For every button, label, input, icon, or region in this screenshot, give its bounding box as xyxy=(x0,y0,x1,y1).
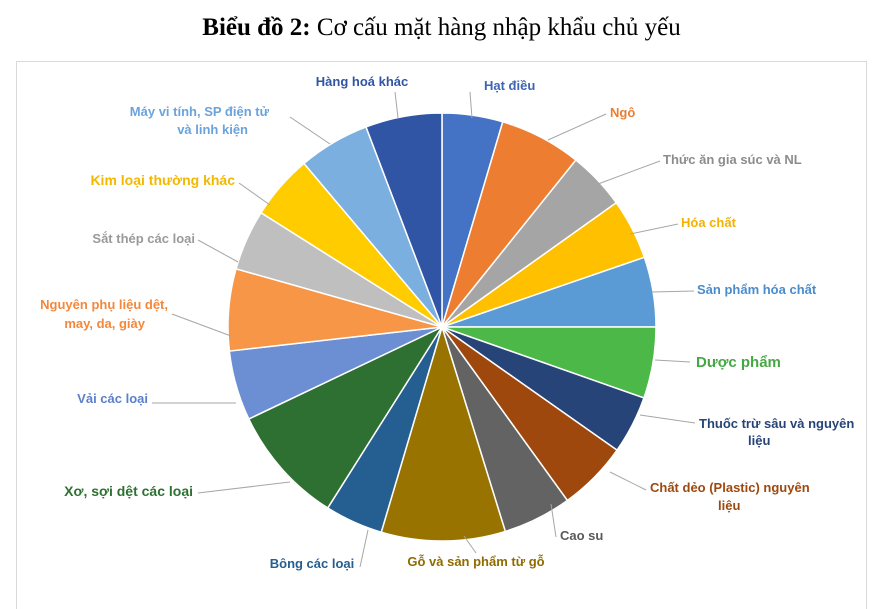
slice-label-line: Thuốc trừ sâu và nguyên xyxy=(699,416,854,431)
slice-label: Hàng hoá khác xyxy=(316,74,408,89)
slice-labels: Hạt điều Ngô Thức ăn gia súc và NL Hóa chất… xyxy=(40,74,854,571)
slice-label-line: Hóa chất xyxy=(681,215,737,230)
leader-line xyxy=(550,503,557,538)
slice-label: Dược phẩm xyxy=(696,354,781,371)
slice-label: Vải các loại xyxy=(77,391,148,406)
leader-line xyxy=(639,414,696,424)
leader-line xyxy=(597,160,661,185)
slice-label: Máy vi tính, SP điện tử và linh kiện xyxy=(130,104,270,137)
leader-line xyxy=(197,239,239,263)
leader-line xyxy=(629,223,679,235)
leader-line xyxy=(654,359,691,363)
slice-label-line: Gỗ và sản phẩm từ gỗ xyxy=(407,554,544,569)
pie-slice xyxy=(380,324,507,542)
slice-label: Chất dẻo (Plastic) nguyên liệu xyxy=(650,480,810,513)
slice-label: Cao su xyxy=(560,528,603,543)
leader-line xyxy=(171,313,232,337)
pie-slices xyxy=(227,112,657,542)
leader-line xyxy=(394,91,399,119)
leader-line xyxy=(547,113,607,141)
slice-label-line: Bông các loại xyxy=(270,556,355,571)
leader-line xyxy=(609,471,647,491)
slice-label-line: Thức ăn gia súc và NL xyxy=(663,152,802,167)
slice-label: Hóa chất xyxy=(681,215,737,230)
leader-line xyxy=(289,116,331,145)
slice-label-line: Xơ, sợi dệt các loại xyxy=(64,483,193,499)
leader-lines xyxy=(152,91,696,568)
pie-slice xyxy=(247,325,445,509)
slice-label: Thuốc trừ sâu và nguyên liệu xyxy=(699,416,854,448)
slice-label: Ngô xyxy=(610,105,635,120)
slice-label: Sản phẩm hóa chất xyxy=(697,282,817,297)
slice-label-line: Chất dẻo (Plastic) nguyên xyxy=(650,480,810,495)
leader-line xyxy=(359,529,369,568)
chart-title-bold: Biểu đồ 2: xyxy=(202,14,311,41)
slice-label-line: Hàng hoá khác xyxy=(316,74,408,89)
slice-label: Thức ăn gia súc và NL xyxy=(663,152,802,167)
slice-label: Sắt thép các loại xyxy=(92,231,195,246)
slice-label-line: liệu xyxy=(718,498,740,513)
slice-label-line: Vải các loại xyxy=(77,391,148,406)
slice-label: Xơ, sợi dệt các loại xyxy=(64,483,193,499)
chart-title-rest: Cơ cấu mặt hàng nhập khẩu chủ yếu xyxy=(310,14,681,41)
slice-label: Nguyên phụ liệu dệt, may, da, giày xyxy=(40,297,168,331)
slice-label-line: may, da, giày xyxy=(64,316,145,331)
slice-label-line: Dược phẩm xyxy=(696,354,781,371)
slice-label: Bông các loại xyxy=(270,556,355,571)
slice-label: Kim loại thường khác xyxy=(90,172,235,188)
slice-label-line: Hạt điều xyxy=(484,78,535,93)
slice-label-line: Sắt thép các loại xyxy=(92,231,195,246)
slice-label: Hạt điều xyxy=(484,78,535,93)
chart-title: Biểu đồ 2: Cơ cấu mặt hàng nhập khẩu chủ… xyxy=(0,14,883,42)
slice-label-line: Cao su xyxy=(560,528,603,543)
slice-label: Gỗ và sản phẩm từ gỗ xyxy=(407,554,544,569)
leader-line xyxy=(463,535,477,554)
leader-line xyxy=(197,481,291,494)
pie-slice xyxy=(365,112,443,328)
chart-frame xyxy=(16,61,867,609)
slice-label-line: Sản phẩm hóa chất xyxy=(697,282,817,297)
slice-label-line: Nguyên phụ liệu dệt, xyxy=(40,297,168,312)
leader-line xyxy=(469,91,473,119)
leader-line xyxy=(651,290,695,293)
leader-line xyxy=(238,182,271,206)
slice-label-line: Ngô xyxy=(610,105,635,120)
slice-label-line: Kim loại thường khác xyxy=(90,172,235,188)
slice-label-line: liệu xyxy=(748,433,770,448)
slice-label-line: và linh kiện xyxy=(177,122,248,137)
slice-label-line: Máy vi tính, SP điện tử xyxy=(130,104,270,119)
